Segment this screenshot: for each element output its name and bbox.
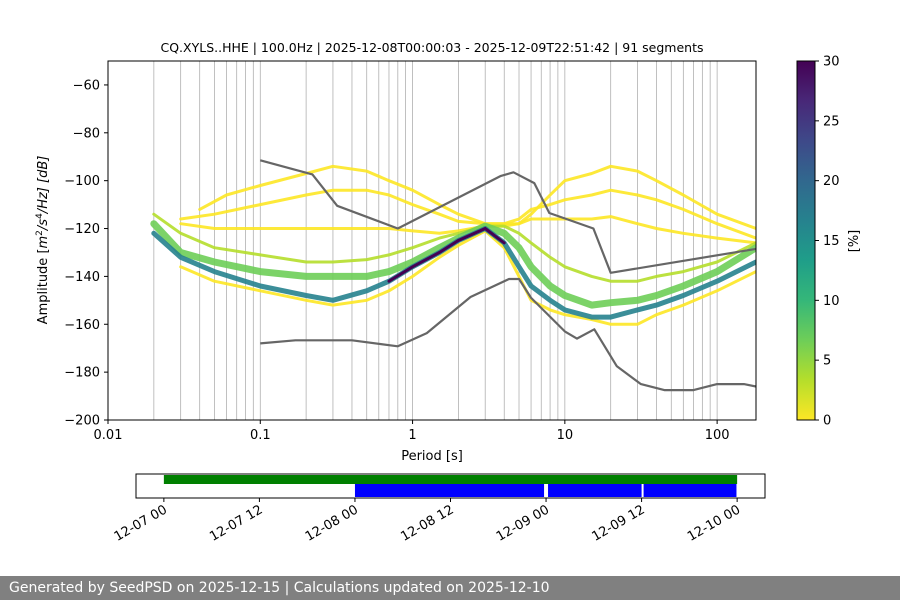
used-segment-bar: [643, 484, 737, 497]
pdf-band: [150, 220, 756, 309]
period-gridlines: [107, 61, 718, 420]
y-tick-label: −120: [64, 222, 100, 237]
x-tick-label: 0.01: [94, 428, 123, 443]
x-axis-ticks: 0.01 0.1 1 10 100: [94, 420, 730, 443]
noise-models: [260, 159, 756, 392]
used-segment-bar: [548, 484, 642, 497]
chart-title: CQ.XYLS..HHE | 100.0Hz | 2025-12-08T00:0…: [160, 40, 703, 55]
y-tick-label: −140: [64, 270, 100, 285]
colorbar: [796, 60, 816, 421]
colorbar-tick-label: 15: [823, 234, 840, 249]
used-segment-bar: [354, 484, 545, 497]
colorbar-tick-label: 10: [823, 294, 840, 309]
x-tick-label: 100: [705, 428, 730, 443]
colorbar-tick-label: 0: [823, 414, 831, 429]
plot-frame: [107, 60, 757, 421]
timeline-tick-label: 12-10 00: [685, 502, 743, 544]
colorbar-ticks: 0 5 10 15 20 25 30: [815, 55, 840, 429]
timeline-tick-label: 12-08 12: [398, 502, 456, 544]
colorbar-tick-label: 25: [823, 114, 840, 129]
x-tick-label: 10: [557, 428, 574, 443]
y-axis-ticks: −200 −180 −160 −140 −120 −100 −80 −60: [64, 78, 108, 429]
timeline-tick-label: 12-09 00: [494, 502, 552, 544]
timeline-tick-label: 12-07 00: [112, 502, 170, 544]
y-axis-label: Amplitude [m2/s4/Hz] [dB]: [35, 156, 51, 325]
timeline-tick-label: 12-08 00: [303, 502, 361, 544]
x-tick-label: 0.1: [250, 428, 271, 443]
y-tick-label: −160: [64, 318, 100, 333]
pdf-peak-band: [387, 226, 506, 283]
footer-text: Generated by SeedPSD on 2025-12-15 | Cal…: [9, 580, 550, 596]
timeline-tick-label: 12-09 12: [589, 502, 647, 544]
timeline-bars: [163, 475, 738, 497]
timeline-ticks: 12-07 00 12-07 12 12-08 00 12-08 12 12-09 00…: [112, 498, 743, 545]
pdf-band: [179, 229, 756, 326]
y-tick-label: −200: [64, 414, 100, 429]
pdf-band: [179, 188, 756, 240]
colorbar-tick-label: 30: [823, 55, 840, 70]
y-tick-label: −60: [73, 78, 100, 93]
y-tick-label: −100: [64, 174, 100, 189]
y-tick-label: −180: [64, 366, 100, 381]
y-tick-label: −80: [73, 126, 100, 141]
nhnm-line: [260, 159, 756, 274]
timeline-tick-label: 12-07 12: [207, 502, 265, 544]
colorbar-tick-label: 5: [823, 354, 831, 369]
pdf-heatmap: [150, 164, 756, 326]
colorbar-tick-label: 20: [823, 174, 840, 189]
pdf-band: [198, 164, 756, 230]
x-tick-label: 1: [408, 428, 416, 443]
available-data-bar: [163, 475, 738, 484]
footer-bar: Generated by SeedPSD on 2025-12-15 | Cal…: [0, 576, 900, 600]
nlnm-line: [260, 277, 756, 392]
colorbar-label: [%]: [847, 230, 862, 253]
x-axis-label: Period [s]: [401, 449, 463, 464]
